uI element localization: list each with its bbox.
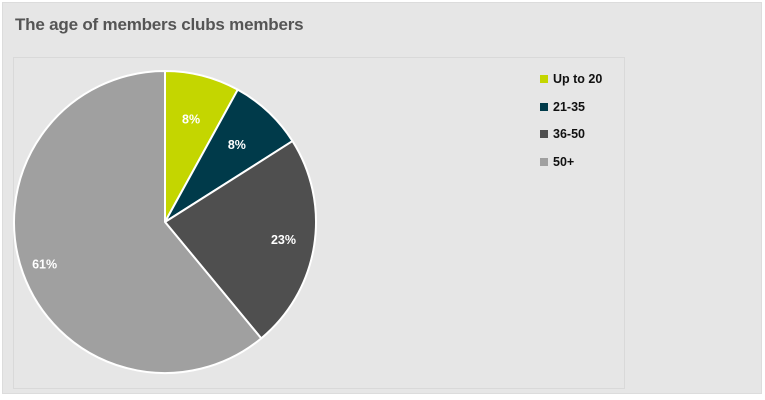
legend-item-50-plus[interactable]: 50+ — [540, 153, 602, 171]
pie-slice-labels: 8% 8% 23% 61% — [32, 113, 296, 272]
legend-item-36-50[interactable]: 36-50 — [540, 125, 602, 143]
legend-swatch — [540, 102, 548, 111]
slice-data-label: 8% — [182, 113, 200, 127]
chart-title: The age of members clubs members — [15, 15, 304, 34]
legend-swatch — [540, 75, 548, 83]
slice-data-label: 61% — [32, 258, 57, 272]
legend-item-up-to-20[interactable]: Up to 20 — [540, 70, 602, 88]
chart-legend: Up to 20 21-35 36-50 50+ — [540, 70, 602, 180]
legend-item-21-35[interactable]: 21-35 — [540, 98, 602, 116]
legend-label: Up to 20 — [553, 72, 603, 86]
legend-label: 21-35 — [553, 99, 585, 114]
pie-slice-50[interactable] — [13, 70, 263, 374]
slice-data-label: 23% — [271, 233, 296, 247]
legend-label: 36-50 — [553, 127, 585, 141]
legend-label: 50+ — [553, 154, 575, 169]
pie-slices — [13, 70, 317, 374]
legend-swatch — [540, 157, 548, 166]
legend-swatch — [540, 130, 548, 138]
pie-slice-36-50[interactable] — [164, 140, 317, 340]
slice-data-label: 8% — [228, 138, 246, 152]
